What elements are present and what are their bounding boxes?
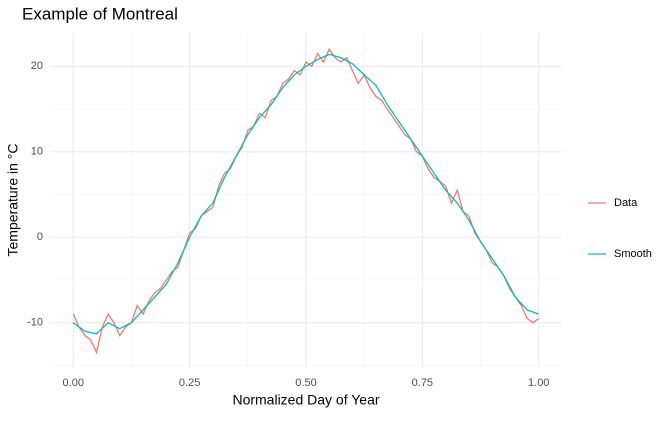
y-tick-label: 0: [37, 231, 43, 243]
y-tick-label: 20: [31, 60, 43, 72]
x-axis-label: Normalized Day of Year: [232, 392, 379, 408]
chart-title: Example of Montreal: [22, 4, 178, 23]
x-tick-label: 1.00: [528, 377, 549, 389]
line-series: [72, 53, 539, 335]
legend-label: Data: [614, 197, 638, 209]
x-tick-label: 0.25: [179, 377, 200, 389]
y-axis-label: Temperature in °C: [5, 144, 21, 257]
x-tick-label: 0.75: [412, 377, 433, 389]
x-tick-label: 0.00: [63, 377, 84, 389]
y-tick-label: 10: [31, 146, 43, 158]
legend-label: Smooth: [614, 248, 652, 260]
line-series: [72, 47, 540, 355]
y-tick-label: -10: [27, 317, 43, 329]
x-tick-label: 0.50: [295, 377, 316, 389]
